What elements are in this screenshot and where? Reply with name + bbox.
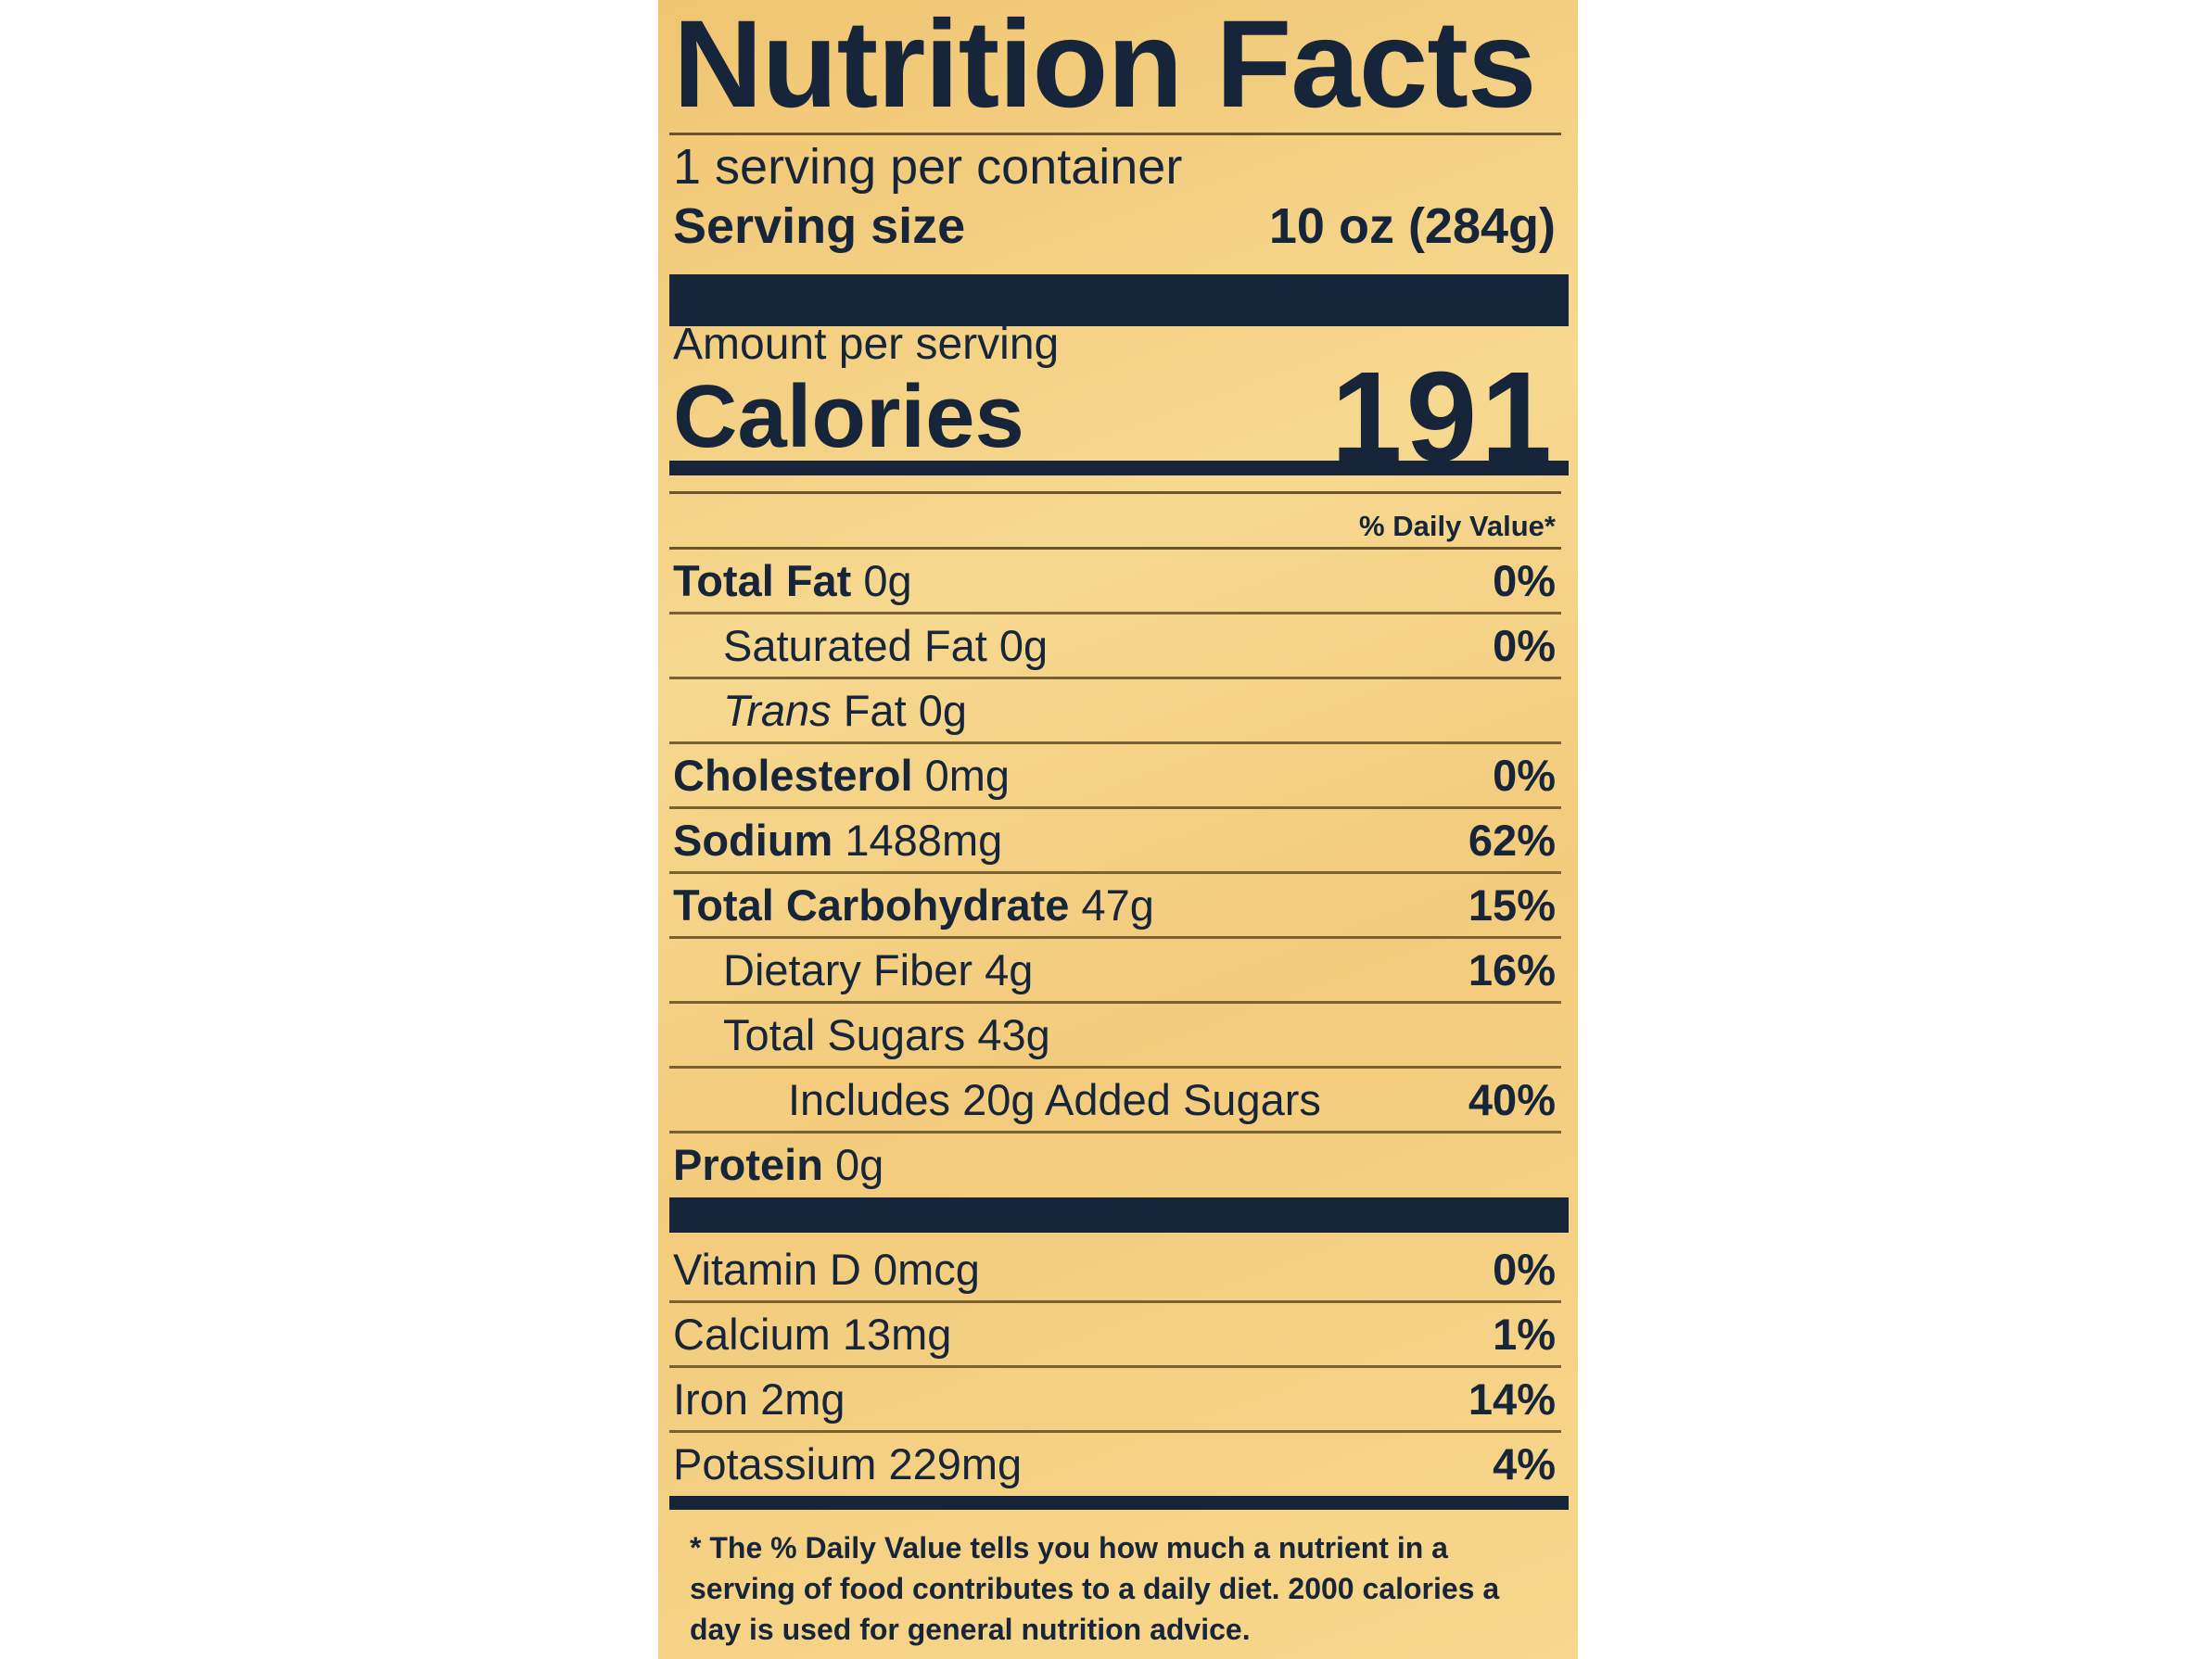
vitamin-dv: 0% [1493, 1245, 1556, 1294]
title: Nutrition Facts [673, 0, 1536, 133]
nutrient-row: Sodium 1488mg 62% [669, 809, 1561, 874]
nutrient-amount: 0g [834, 1140, 884, 1189]
vitamin-amount: 13mg [842, 1310, 952, 1359]
nutrient-name: Fat [843, 686, 907, 735]
vitamin-row: Potassium 229mg 4% [669, 1433, 1561, 1495]
nutrient-amount: 43g [977, 1010, 1050, 1059]
nutrient-row: Dietary Fiber 4g 16% [669, 939, 1561, 1004]
vitamin-row: Iron 2mg 14% [669, 1368, 1561, 1433]
thick-bar [669, 1496, 1569, 1510]
calories: Calories 191 [673, 346, 1556, 488]
nutrient-amount: 0g [918, 686, 967, 735]
calories-label: Calories [673, 367, 1024, 466]
vitamin-row: Vitamin D 0mcg 0% [669, 1238, 1561, 1303]
nutrient-amount: 0g [863, 556, 912, 605]
nutrient-name: Total Fat [673, 556, 852, 605]
vitamin-dv: 14% [1468, 1374, 1556, 1424]
nutrient-row: Trans Fat 0g [669, 679, 1561, 744]
nutrient-amount: 0mg [924, 751, 1011, 800]
vitamin-name: Calcium [673, 1310, 831, 1359]
daily-value-header: % Daily Value* [1359, 510, 1556, 542]
thick-bar [669, 1197, 1569, 1233]
nutrient-dv: 62% [1468, 816, 1556, 865]
serving-size-value: 10 oz (284g) [1268, 198, 1556, 254]
nutrient-dv: 40% [1468, 1075, 1556, 1124]
nutrient-row: Total Sugars 43g [669, 1004, 1561, 1069]
rule [669, 491, 1561, 494]
nutrient-name: Dietary Fiber [723, 945, 973, 994]
nutrient-row: Cholesterol 0mg 0% [669, 744, 1561, 809]
nutrient-name: Cholesterol [673, 751, 913, 800]
vitamin-amount: 229mg [888, 1439, 1023, 1488]
nutrient-name: Saturated Fat [723, 621, 987, 670]
footnote: * The % Daily Value tells you how much a… [690, 1531, 1500, 1646]
nutrient-amount: 47g [1081, 880, 1154, 930]
thick-bar [669, 274, 1569, 326]
amount-per-serving: Amount per serving [673, 320, 1060, 369]
vitamin-name: Vitamin D [673, 1245, 861, 1294]
nutrient-dv: 0% [1493, 751, 1556, 800]
nutrient-row: Total Carbohydrate 47g 15% [669, 874, 1561, 939]
servings: 1 serving per container [673, 139, 1183, 195]
vitamin-rows: Vitamin D 0mcg 0% Calcium 13mg 1% Iron 2mg… [669, 1238, 1561, 1495]
nutrient-dv: 0% [1493, 556, 1556, 605]
vitamin-amount: 0mcg [872, 1245, 980, 1294]
rule [669, 133, 1561, 135]
nutrition-label: Nutrition Facts 1 serving per container … [658, 0, 1578, 1659]
nutrient-row: Protein 0g [669, 1133, 1561, 1196]
vitamin-row: Calcium 13mg 1% [669, 1303, 1561, 1368]
serving-size: Serving size 10 oz (284g) [673, 196, 1556, 256]
nutrient-dv: 16% [1468, 945, 1556, 994]
nutrient-row: Total Fat 0g 0% [669, 550, 1561, 614]
nutrient-row: Saturated Fat 0g 0% [669, 614, 1561, 679]
nutrient-row: Includes 20g Added Sugars 40% [669, 1069, 1561, 1133]
vitamin-amount: 2mg [760, 1374, 845, 1424]
nutrient-dv: 0% [1493, 621, 1556, 670]
serving-size-label: Serving size [673, 198, 966, 254]
vitamin-dv: 1% [1493, 1310, 1556, 1359]
calories-value: 191 [1330, 346, 1556, 488]
vitamin-name: Iron [673, 1374, 748, 1424]
thick-bar [669, 461, 1569, 475]
vitamin-name: Potassium [673, 1439, 877, 1488]
nutrient-name: Includes 20g Added Sugars [788, 1075, 1321, 1124]
nutrient-name: Total Carbohydrate [673, 880, 1070, 930]
nutrient-name: Protein [673, 1140, 823, 1189]
nutrient-amount: 4g [985, 945, 1034, 994]
nutrient-amount: 1488mg [845, 816, 1003, 865]
nutrient-dv: 15% [1468, 880, 1556, 930]
nutrient-name: Total Sugars [723, 1010, 966, 1059]
nutrient-name: Sodium [673, 816, 833, 865]
nutrient-rows: Total Fat 0g 0% Saturated Fat 0g 0% Trans … [669, 550, 1561, 1196]
nutrient-prefix: Trans [723, 686, 832, 735]
nutrient-amount: 0g [998, 621, 1049, 670]
rule [669, 547, 1561, 550]
vitamin-dv: 4% [1493, 1439, 1556, 1488]
